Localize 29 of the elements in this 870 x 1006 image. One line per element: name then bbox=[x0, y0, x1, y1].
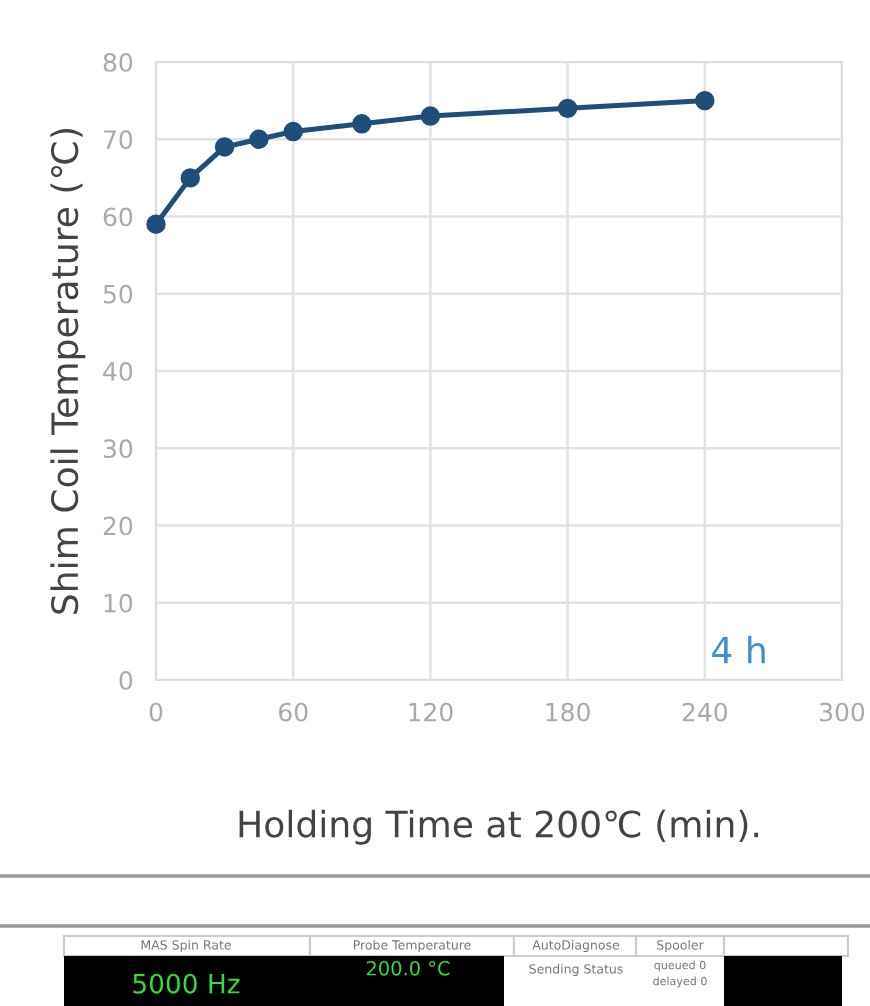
point bbox=[420, 106, 441, 126]
y-tick-label: 40 bbox=[103, 361, 133, 381]
x-tick-label: 120 bbox=[409, 702, 453, 722]
text: 5000 Hz bbox=[133, 973, 240, 994]
y-tick-label: 80 bbox=[103, 52, 133, 72]
annotation: 4 h bbox=[712, 635, 765, 664]
x-tick-label: 0 bbox=[149, 702, 163, 722]
point bbox=[249, 129, 269, 149]
point bbox=[695, 90, 715, 111]
point bbox=[557, 98, 578, 119]
text: 200.0 °C bbox=[366, 960, 450, 976]
y-tick-label: 10 bbox=[104, 593, 133, 613]
x-axis-title: Holding Time at 200℃ (min). bbox=[239, 809, 759, 845]
y-tick-label: 30 bbox=[103, 439, 133, 459]
y-tick-label: 60 bbox=[103, 207, 133, 227]
y-axis-title: Shim Coil Temperature (℃) bbox=[50, 128, 86, 614]
point bbox=[352, 114, 372, 134]
x-tick-label: 180 bbox=[546, 702, 590, 722]
point bbox=[214, 137, 235, 157]
x-tick-label: 300 bbox=[820, 702, 865, 722]
point bbox=[180, 168, 201, 188]
point bbox=[146, 214, 166, 234]
y-tick-label: 20 bbox=[103, 516, 133, 536]
point bbox=[283, 121, 303, 142]
y-tick-label: 70 bbox=[104, 130, 133, 150]
y-tick-label: 50 bbox=[103, 284, 133, 304]
x-tick-label: 240 bbox=[682, 702, 727, 722]
y-tick-label: 0 bbox=[119, 670, 133, 690]
x-tick-label: 60 bbox=[279, 702, 308, 722]
